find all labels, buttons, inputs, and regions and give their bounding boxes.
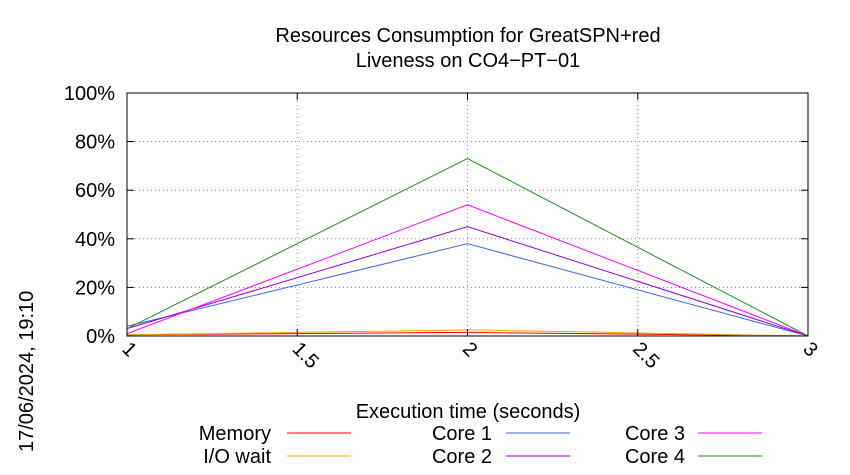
x-tick-label: 3 [798, 338, 821, 361]
x-tick-label: 1 [117, 338, 140, 361]
x-tick-label: 2.5 [628, 338, 663, 373]
chart-title-line-1: Resources Consumption for GreatSPN+red [275, 25, 660, 47]
legend-label: I/O wait [203, 446, 271, 468]
y-tick-label: 60% [75, 180, 115, 202]
y-tick-label: 100% [64, 83, 115, 105]
series-line-core-4 [126, 158, 809, 337]
x-tick-label: 2 [458, 338, 481, 361]
timestamp-label: 17/06/2024, 19:10 [16, 291, 38, 452]
legend-label: Core 3 [625, 423, 685, 445]
x-axis-title: Execution time (seconds) [356, 401, 581, 423]
series-line-core-3 [126, 204, 809, 337]
legend-label: Core 4 [625, 446, 685, 468]
x-tick-label: 1.5 [288, 338, 323, 373]
series-line-core-1 [126, 243, 809, 337]
y-tick-label: 0% [86, 326, 115, 348]
legend-label: Core 2 [432, 446, 492, 468]
legend-label: Memory [199, 423, 271, 445]
axis-ticks: 0% 20% 40% 60% 80% 100% 1 1.5 2 2.5 3 [64, 83, 822, 373]
legend-label: Core 1 [432, 423, 492, 445]
grid [127, 93, 808, 336]
series-line-core-2 [126, 226, 809, 337]
y-tick-label: 20% [75, 277, 115, 299]
chart-title-line-2: Liveness on CO4−PT−01 [356, 50, 581, 72]
y-tick-label: 80% [75, 132, 115, 154]
y-tick-label: 40% [75, 229, 115, 251]
